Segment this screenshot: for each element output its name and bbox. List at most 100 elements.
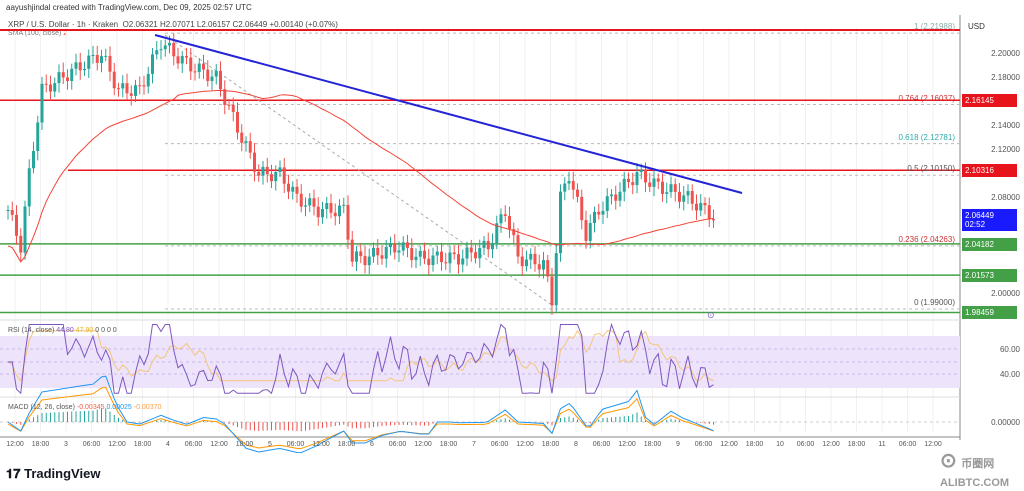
currency-label[interactable]: USD: [968, 22, 985, 31]
price-axis-label: 2.08000: [991, 193, 1020, 202]
fib-label: 0.618 (2.12781): [898, 132, 956, 142]
watermark-icon: ⊙: [940, 450, 957, 472]
candle-body: [57, 72, 61, 84]
time-axis-label: 12:00: [414, 441, 432, 448]
time-axis-label: 8: [574, 441, 578, 448]
candle-body: [669, 184, 673, 193]
rsi-extra: 0: [101, 327, 105, 334]
candle-body: [593, 211, 596, 224]
candle-body: [100, 56, 103, 63]
candle-body: [474, 252, 477, 259]
candle-body: [142, 85, 146, 87]
candle-body: [512, 229, 516, 236]
candle-body: [155, 50, 159, 55]
candle-body: [707, 205, 711, 220]
time-axis-label: 3: [64, 441, 68, 448]
candle-body: [529, 253, 533, 260]
price-axis-label: 2.00000: [991, 289, 1020, 298]
candle-body: [210, 76, 214, 82]
candle-body: [384, 247, 388, 259]
candle-body: [520, 256, 524, 267]
candle-body: [338, 205, 341, 217]
candle-body: [452, 252, 456, 255]
sma-line: [7, 89, 714, 263]
candle-body: [121, 83, 125, 89]
candle-body: [44, 83, 48, 85]
candle-body: [516, 235, 520, 257]
candle-body: [40, 83, 44, 123]
candle-body: [159, 49, 163, 51]
candle-body: [240, 132, 244, 143]
fib-label: 0.764 (2.16037): [898, 93, 956, 103]
candle-body: [346, 204, 350, 240]
candle-body: [10, 210, 14, 215]
time-axis-label: 06:00: [286, 441, 305, 448]
candle-body: [559, 191, 562, 254]
fib-label: 0.5 (2.10150): [907, 164, 955, 174]
candle-body: [270, 174, 273, 182]
time-axis-label: 12:00: [6, 441, 24, 448]
time-axis-label: 06:00: [796, 441, 815, 448]
candle-body: [78, 62, 82, 71]
time-axis-label: 06:00: [694, 441, 713, 448]
candle-body: [682, 195, 686, 202]
candle-body: [414, 256, 418, 261]
candle-body: [482, 240, 486, 248]
candle-body: [393, 243, 397, 253]
candle-body: [316, 206, 320, 218]
time-axis-label: 06:00: [184, 441, 203, 448]
candle-body: [108, 55, 112, 72]
candle-body: [355, 251, 358, 262]
candle-body: [146, 73, 150, 87]
candle-body: [550, 276, 554, 306]
candle-body: [244, 141, 248, 143]
time-axis-label: 12:00: [822, 441, 840, 448]
time-axis-label: 06:00: [490, 441, 509, 448]
candle-body: [274, 171, 278, 182]
candle-body: [627, 178, 630, 183]
price-tag: 2.16145: [962, 94, 1017, 108]
candle-body: [91, 54, 95, 56]
candle-body: [180, 56, 184, 64]
candle-body: [291, 186, 295, 192]
candle-body: [23, 206, 27, 253]
time-axis-label: 12:00: [108, 441, 126, 448]
candle-body: [129, 93, 133, 96]
time-axis-label: 18:00: [337, 441, 356, 448]
candle-body: [125, 83, 129, 94]
candle-body: [32, 151, 35, 169]
candle-body: [197, 63, 201, 73]
time-axis-label: 18:00: [31, 441, 50, 448]
candle-body: [610, 194, 613, 197]
tradingview-logo[interactable]: 𝟏𝟕 TradingView: [6, 466, 100, 482]
candle-body: [253, 152, 256, 172]
symbol-name: XRP / U.S. Dollar · 1h · Kraken: [8, 20, 119, 29]
candle-body: [282, 167, 286, 184]
candle-body: [440, 251, 443, 263]
macd-signal-value: 0.00025: [106, 404, 132, 411]
candle-body: [308, 198, 312, 206]
candle-body: [665, 192, 669, 194]
time-axis-label: 6: [370, 441, 374, 448]
candle-body: [19, 235, 23, 253]
price-axis-label: 2.20000: [991, 49, 1020, 58]
credit-text: aayushjindal created with TradingView.co…: [6, 3, 252, 12]
candle-body: [622, 178, 626, 192]
candle-body: [690, 191, 694, 204]
candle-body: [525, 259, 528, 267]
time-axis-label: 4: [166, 441, 170, 448]
candle-body: [325, 203, 329, 210]
candle-body: [389, 243, 392, 248]
candle-body: [618, 191, 622, 201]
tv-logo-icon: 𝟏𝟕: [6, 466, 21, 481]
candle-body: [465, 247, 469, 259]
candle-body: [83, 68, 86, 71]
change-value: +0.00140 (+0.07%): [269, 20, 338, 29]
watermark-text: 币圈网 ALIBTC.COM: [940, 458, 1010, 489]
candle-body: [342, 204, 346, 206]
candle-body: [435, 251, 439, 256]
candle-body: [652, 178, 656, 187]
candle-body: [236, 111, 239, 133]
candle-body: [231, 104, 235, 112]
